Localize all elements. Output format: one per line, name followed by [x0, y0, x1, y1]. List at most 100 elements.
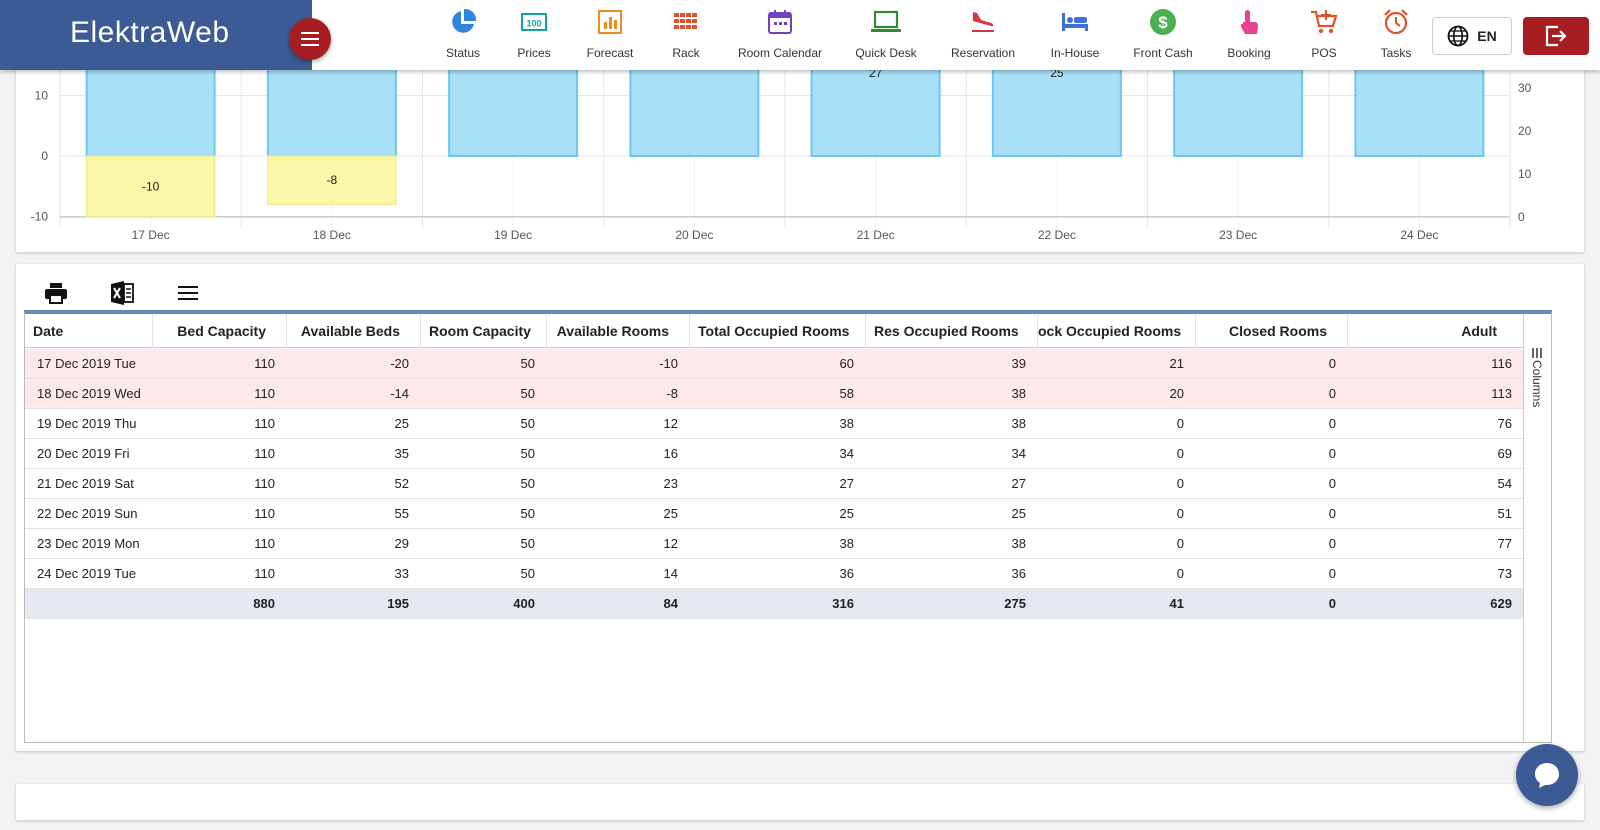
logout-button[interactable]	[1523, 17, 1589, 55]
col-header-available-rooms[interactable]: Available Rooms	[547, 314, 690, 348]
cell-closed-rooms: 0	[1328, 476, 1336, 491]
cell-closed-rooms: 0	[1328, 506, 1336, 521]
cell-total-occupied-rooms: 60	[839, 356, 854, 371]
prices-icon: 100	[521, 13, 547, 31]
nav-booking[interactable]: Booking	[1209, 6, 1289, 66]
cell-total-occupied-rooms: 58	[839, 386, 854, 401]
cell-date: 22 Dec 2019 Sun	[37, 506, 138, 521]
nav-tasks[interactable]: Tasks	[1356, 6, 1436, 66]
col-header-available-beds[interactable]: Available Beds	[287, 314, 421, 348]
cell-total-occupied-rooms: 36	[839, 566, 854, 581]
globe-icon	[1447, 25, 1469, 47]
cell-available-rooms: 25	[663, 506, 678, 521]
cell-total-occupied-rooms: 27	[839, 476, 854, 491]
cell-closed-rooms: 0	[1328, 596, 1336, 611]
cell-date: 19 Dec 2019 Thu	[37, 416, 137, 431]
table-row[interactable]: 24 Dec 2019 Tue 110 33 50 14 36 36 0 0 73	[25, 559, 1551, 589]
cell-block-occupied-rooms: 0	[1176, 416, 1184, 431]
columns-toggle[interactable]: Columns	[1530, 360, 1544, 408]
nav-room-calendar[interactable]: Room Calendar	[733, 6, 827, 66]
chat-button[interactable]	[1516, 744, 1578, 806]
main-menu-button[interactable]	[289, 18, 331, 60]
cell-bed-capacity: 110	[254, 566, 275, 581]
nav-prices-label: Prices	[517, 46, 551, 60]
chart-x-tick-label: 23 Dec	[1219, 228, 1257, 242]
cell-block-occupied-rooms: 0	[1176, 536, 1184, 551]
svg-text:$: $	[1158, 13, 1168, 32]
cell-available-rooms: -8	[666, 386, 678, 401]
chart-bar-negative	[85, 155, 216, 218]
nav-rack[interactable]: Rack	[646, 6, 726, 66]
cell-res-occupied-rooms: 25	[1011, 506, 1026, 521]
col-header-block-occupied-rooms[interactable]: ock Occupied Rooms	[1038, 314, 1196, 348]
chart-x-tick-label: 20 Dec	[675, 228, 713, 242]
cell-available-rooms: 16	[663, 446, 678, 461]
cell-total-occupied-rooms: 25	[839, 506, 854, 521]
nav-status[interactable]: Status	[423, 6, 503, 66]
cell-total-occupied-rooms: 38	[839, 536, 854, 551]
list-menu-icon	[178, 286, 198, 300]
dollar-icon: $	[1150, 9, 1176, 35]
cell-available-rooms: 12	[663, 416, 678, 431]
totals-row[interactable]: 880 195 400 84 316 275 41 0 629	[25, 589, 1551, 619]
data-grid-panel: Date Bed Capacity Available Beds Room Ca…	[16, 264, 1584, 751]
table-row[interactable]: 21 Dec 2019 Sat 110 52 50 23 27 27 0 0 54	[25, 469, 1551, 499]
cell-res-occupied-rooms: 34	[1011, 446, 1026, 461]
cell-room-capacity: 50	[520, 536, 535, 551]
cell-adult: 54	[1497, 476, 1512, 491]
cell-available-rooms: -10	[659, 356, 678, 371]
cell-adult: 69	[1497, 446, 1512, 461]
cell-closed-rooms: 0	[1328, 536, 1336, 551]
cell-date: 17 Dec 2019 Tue	[37, 356, 137, 371]
nav-front-cash[interactable]: $ Front Cash	[1121, 6, 1205, 66]
col-header-date[interactable]: Date	[25, 314, 153, 348]
nav-pos[interactable]: POS	[1284, 6, 1364, 66]
grid-menu-button[interactable]	[174, 279, 202, 307]
nav-reservation[interactable]: Reservation	[943, 6, 1023, 66]
calendar-icon	[768, 10, 792, 34]
grid-toolbar	[42, 276, 202, 310]
nav-forecast[interactable]: Forecast	[570, 6, 650, 66]
table-row[interactable]: 17 Dec 2019 Tue 110 -20 50 -10 60 39 21 0 116	[25, 349, 1551, 379]
bar-chart-icon	[598, 10, 622, 34]
nav-front-cash-label: Front Cash	[1133, 46, 1193, 60]
col-header-res-occupied-rooms[interactable]: Res Occupied Rooms	[866, 314, 1038, 348]
cell-available-beds: -14	[390, 386, 409, 401]
nav-in-house[interactable]: In-House	[1035, 6, 1115, 66]
cell-closed-rooms: 0	[1328, 356, 1336, 371]
occupancy-chart-panel: 10 0 -10 30 20 10 0 27 25 -10 -8 17 Dec 18 Dec 19 Dec…	[16, 40, 1584, 252]
col-header-room-capacity[interactable]: Room Capacity	[421, 314, 547, 348]
language-button[interactable]: EN	[1432, 17, 1512, 55]
nav-booking-label: Booking	[1227, 46, 1271, 60]
chart-y-right-tick-label: 30	[1518, 81, 1532, 95]
col-header-closed-rooms[interactable]: Closed Rooms	[1196, 314, 1348, 348]
nav-tasks-label: Tasks	[1380, 46, 1412, 60]
col-header-total-occupied-rooms[interactable]: Total Occupied Rooms	[690, 314, 866, 348]
table-row[interactable]: 22 Dec 2019 Sun 110 55 50 25 25 25 0 0 51	[25, 499, 1551, 529]
table-row[interactable]: 19 Dec 2019 Thu 110 25 50 12 38 38 0 0 76	[25, 409, 1551, 439]
cart-icon	[1311, 10, 1338, 34]
table-row[interactable]: 23 Dec 2019 Mon 110 29 50 12 38 38 0 0 77	[25, 529, 1551, 559]
data-grid: Date Bed Capacity Available Beds Room Ca…	[24, 310, 1552, 743]
nav-quick-desk-label: Quick Desk	[855, 46, 917, 60]
cell-room-capacity: 400	[513, 596, 535, 611]
nav-room-calendar-label: Room Calendar	[737, 46, 823, 60]
cell-date: 20 Dec 2019 Fri	[37, 446, 130, 461]
table-row[interactable]: 18 Dec 2019 Wed 110 -14 50 -8 58 38 20 0 113	[25, 379, 1551, 409]
excel-export-button[interactable]	[108, 279, 136, 307]
cell-closed-rooms: 0	[1328, 416, 1336, 431]
print-button[interactable]	[42, 279, 70, 307]
cell-block-occupied-rooms: 41	[1169, 596, 1184, 611]
chart-x-tick-label: 24 Dec	[1400, 228, 1438, 242]
nav-quick-desk[interactable]: Quick Desk	[846, 6, 926, 66]
cell-adult: 629	[1490, 596, 1512, 611]
brand-logo[interactable]: ElektraWeb	[0, 0, 312, 70]
cell-closed-rooms: 0	[1328, 566, 1336, 581]
cell-available-rooms: 14	[663, 566, 678, 581]
col-header-bed-capacity[interactable]: Bed Capacity	[153, 314, 287, 348]
nav-prices[interactable]: 100 Prices	[494, 6, 574, 66]
table-row[interactable]: 20 Dec 2019 Fri 110 35 50 16 34 34 0 0 69	[25, 439, 1551, 469]
language-code: EN	[1477, 28, 1497, 44]
chart-y-left-tick-label: 10	[35, 89, 49, 103]
col-header-adult[interactable]: Adult	[1348, 314, 1524, 348]
